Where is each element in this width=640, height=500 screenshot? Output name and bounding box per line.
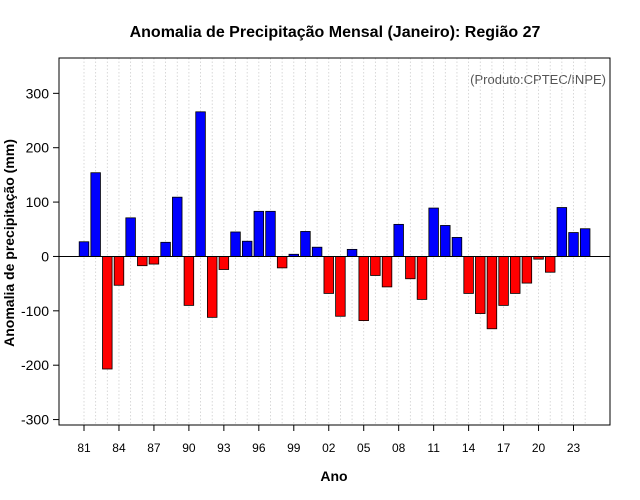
bar-1997: [265, 210, 276, 257]
bar-1992: [207, 256, 218, 318]
bar-2019: [521, 256, 533, 284]
x-tick-label: 17: [497, 441, 511, 455]
y-axis-label: Anomalia de precipitação (mm): [1, 139, 17, 347]
bar-1990: [183, 256, 195, 306]
bar-1991: [195, 111, 206, 257]
x-tick-label: 99: [287, 441, 301, 455]
bar-2009: [405, 256, 416, 280]
bar-1985: [125, 217, 136, 257]
x-tick-label: 81: [77, 441, 91, 455]
bar-2003: [335, 256, 346, 317]
x-tick-label: 20: [532, 441, 546, 455]
grid: [83, 58, 586, 425]
y-tick-label: 0: [41, 248, 49, 264]
bar-2011: [428, 207, 439, 257]
bar-2018: [510, 256, 521, 294]
bar-2021: [545, 256, 556, 273]
bar-1986: [137, 256, 148, 267]
bar-2015: [475, 256, 486, 314]
x-tick-label: 96: [252, 441, 266, 455]
bar-1989: [172, 196, 183, 257]
bar-1984: [113, 256, 125, 286]
y-tick-label: -100: [21, 303, 49, 319]
bar-2007: [381, 256, 393, 288]
x-tick-label: 23: [567, 441, 581, 455]
credit-note: (Produto:CPTEC/INPE): [470, 72, 606, 87]
bar-2004: [346, 248, 358, 257]
x-axis-label: Ano: [320, 468, 347, 484]
bar-1994: [230, 231, 241, 257]
bar-2016: [486, 256, 498, 330]
y-tick-label: 300: [26, 85, 50, 101]
bar-2014: [463, 256, 474, 294]
x-tick-label: 90: [182, 441, 196, 455]
x-tick-label: 84: [112, 441, 126, 455]
bar-1995: [241, 240, 253, 257]
bar-1981: [78, 241, 90, 257]
bar-2000: [300, 231, 311, 257]
y-axis: -300 -200 -100 0 100 200 300: [21, 85, 59, 428]
x-tick-label: 14: [462, 441, 476, 455]
y-tick-label: -300: [21, 412, 49, 428]
bars: [78, 111, 591, 370]
y-tick-label: -200: [21, 357, 49, 373]
x-tick-label: 11: [427, 441, 440, 455]
bar-1987: [148, 256, 160, 265]
x-tick-label: 93: [217, 441, 231, 455]
bar-2005: [358, 256, 369, 322]
bar-2006: [370, 256, 381, 276]
bar-2024: [579, 228, 591, 257]
bar-2023: [568, 232, 579, 257]
bar-1993: [218, 256, 230, 270]
bar-1983: [102, 256, 113, 370]
bar-1982: [90, 172, 101, 257]
bar-2013: [451, 237, 463, 257]
bar-2001: [311, 246, 323, 257]
bar-2002: [323, 256, 334, 294]
plot-frame: [58, 57, 611, 426]
bar-2022: [556, 207, 568, 257]
bar-1998: [276, 256, 288, 269]
x-tick-label: 02: [322, 441, 336, 455]
bar-2010: [416, 256, 428, 300]
x-axis: 81 84 87 90 93 96 99 02 05 08 11 14 17 20 23: [77, 425, 581, 455]
x-tick-label: 87: [147, 441, 161, 455]
bar-2017: [498, 256, 509, 306]
y-tick-label: 200: [26, 140, 50, 156]
bar-1996: [253, 210, 265, 257]
chart-title: Anomalia de Precipitação Mensal (Janeiro…: [130, 24, 541, 41]
y-tick-label: 100: [26, 194, 50, 210]
bar-1988: [160, 241, 171, 257]
bar-2012: [440, 225, 451, 257]
x-tick-label: 05: [357, 441, 371, 455]
bar-2008: [393, 223, 404, 257]
x-tick-label: 08: [392, 441, 406, 455]
